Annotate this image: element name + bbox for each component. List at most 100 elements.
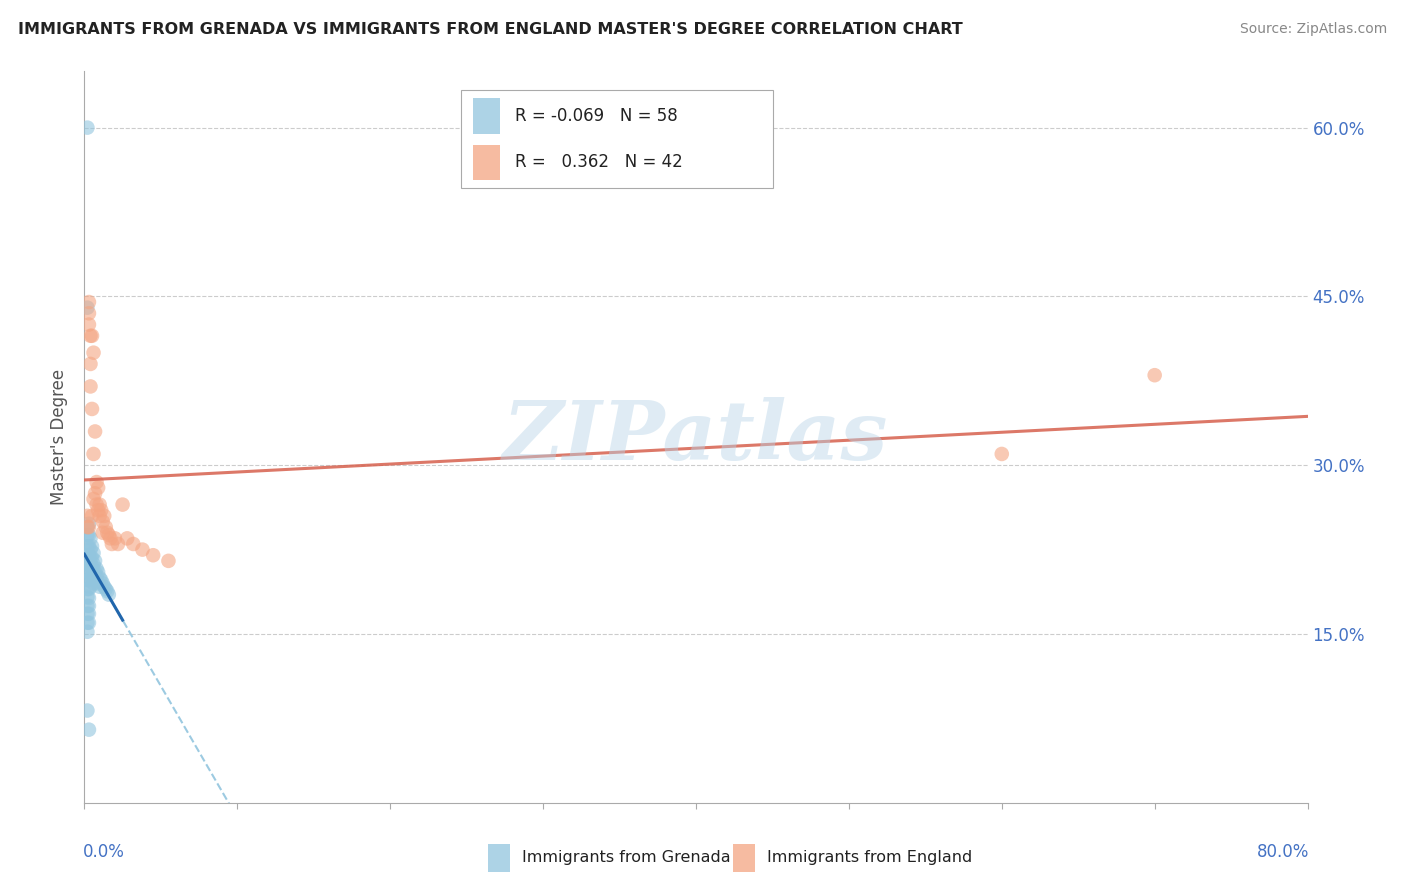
Point xyxy=(83,576,105,591)
Point xyxy=(89,580,111,594)
Point xyxy=(79,357,101,371)
Text: Immigrants from England: Immigrants from England xyxy=(766,850,972,865)
Point xyxy=(111,498,134,512)
Bar xyxy=(733,844,755,871)
Point xyxy=(97,528,120,542)
Point xyxy=(76,520,98,534)
Point xyxy=(86,562,108,576)
Point xyxy=(80,508,103,523)
Point xyxy=(84,565,107,579)
Point xyxy=(83,558,105,572)
Point xyxy=(77,528,100,542)
Point xyxy=(91,515,114,529)
Point xyxy=(79,550,101,565)
Point xyxy=(79,542,101,557)
Point xyxy=(991,447,1014,461)
Point xyxy=(77,607,100,621)
Point xyxy=(87,503,110,517)
Point xyxy=(77,318,100,332)
Point xyxy=(93,508,115,523)
Point xyxy=(86,571,108,585)
Text: Immigrants from Grenada: Immigrants from Grenada xyxy=(522,850,731,865)
Point xyxy=(87,576,110,591)
Point xyxy=(76,607,98,621)
Bar xyxy=(474,98,501,134)
Point xyxy=(77,539,100,553)
Point xyxy=(93,580,115,594)
Point xyxy=(89,571,111,585)
Point xyxy=(76,590,98,604)
Point xyxy=(77,582,100,596)
Point xyxy=(84,486,107,500)
Text: ZIPatlas: ZIPatlas xyxy=(503,397,889,477)
Point xyxy=(76,599,98,613)
Point xyxy=(79,559,101,574)
Point xyxy=(77,573,100,587)
Point xyxy=(76,539,98,553)
Point xyxy=(76,565,98,579)
Point xyxy=(79,328,101,343)
Point xyxy=(79,571,101,585)
Point xyxy=(157,554,180,568)
Point xyxy=(131,542,153,557)
Point xyxy=(1143,368,1166,383)
Point xyxy=(76,520,98,534)
Bar xyxy=(474,145,501,179)
Point xyxy=(76,548,98,562)
Point xyxy=(80,328,103,343)
Point xyxy=(89,498,111,512)
Point xyxy=(107,537,129,551)
Point xyxy=(77,558,100,572)
Point xyxy=(98,532,121,546)
Point xyxy=(77,565,100,579)
Point xyxy=(76,554,98,568)
Point xyxy=(76,615,98,630)
Bar xyxy=(488,844,510,871)
Point xyxy=(80,401,103,416)
Point xyxy=(76,573,98,587)
Point xyxy=(76,528,98,542)
Text: R = -0.069   N = 58: R = -0.069 N = 58 xyxy=(515,107,678,125)
Text: IMMIGRANTS FROM GRENADA VS IMMIGRANTS FROM ENGLAND MASTER'S DEGREE CORRELATION C: IMMIGRANTS FROM GRENADA VS IMMIGRANTS FR… xyxy=(18,22,963,37)
Point xyxy=(122,537,145,551)
Point xyxy=(77,306,100,320)
Point xyxy=(86,475,108,489)
Y-axis label: Master's Degree: Master's Degree xyxy=(51,369,69,505)
Point xyxy=(83,447,105,461)
Point xyxy=(94,582,117,596)
Point xyxy=(90,503,112,517)
Text: 80.0%: 80.0% xyxy=(1257,843,1309,861)
Point xyxy=(86,498,108,512)
Point xyxy=(84,554,107,568)
Point xyxy=(90,573,112,587)
Point xyxy=(104,532,127,546)
Text: Source: ZipAtlas.com: Source: ZipAtlas.com xyxy=(1240,22,1388,37)
Point xyxy=(76,508,98,523)
Point xyxy=(76,624,98,639)
Point xyxy=(77,615,100,630)
Point xyxy=(96,525,118,540)
Point xyxy=(77,599,100,613)
Point xyxy=(87,481,110,495)
Point xyxy=(77,723,100,737)
Point xyxy=(96,584,118,599)
Point xyxy=(94,520,117,534)
Point xyxy=(142,548,165,562)
Point xyxy=(76,582,98,596)
Point xyxy=(76,301,98,315)
Point xyxy=(76,704,98,718)
Point xyxy=(77,548,100,562)
Point xyxy=(83,345,105,359)
Point xyxy=(91,576,114,591)
Point xyxy=(83,491,105,506)
FancyBboxPatch shape xyxy=(461,90,773,188)
Point xyxy=(89,508,111,523)
Point xyxy=(80,571,103,585)
Point xyxy=(101,537,124,551)
Point xyxy=(79,532,101,546)
Point xyxy=(83,546,105,560)
Point xyxy=(83,565,105,579)
Point xyxy=(80,539,103,553)
Point xyxy=(77,295,100,310)
Point xyxy=(77,520,100,534)
